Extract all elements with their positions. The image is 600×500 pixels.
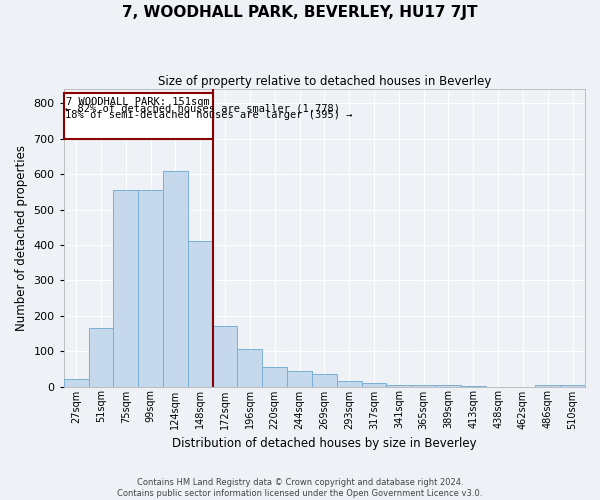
Text: 7, WOODHALL PARK, BEVERLEY, HU17 7JT: 7, WOODHALL PARK, BEVERLEY, HU17 7JT (122, 5, 478, 20)
Bar (188, 242, 212, 386)
Bar (287, 370, 312, 386)
Y-axis label: Number of detached properties: Number of detached properties (15, 145, 28, 331)
Bar (64, 380, 89, 386)
Bar (262, 367, 287, 386)
Text: ← 82% of detached houses are smaller (1,778): ← 82% of detached houses are smaller (1,… (65, 104, 340, 114)
Bar (113, 190, 138, 386)
Bar (89, 328, 113, 386)
Bar (312, 374, 337, 386)
Bar (138, 190, 163, 386)
Text: 18% of semi-detached houses are larger (395) →: 18% of semi-detached houses are larger (… (65, 110, 352, 120)
Bar (238, 350, 262, 387)
Title: Size of property relative to detached houses in Beverley: Size of property relative to detached ho… (158, 75, 491, 88)
Bar (560, 384, 585, 386)
Text: 7 WOODHALL PARK: 151sqm: 7 WOODHALL PARK: 151sqm (67, 97, 210, 107)
Bar (411, 384, 436, 386)
FancyBboxPatch shape (64, 92, 212, 138)
Bar (362, 383, 386, 386)
Text: Contains HM Land Registry data © Crown copyright and database right 2024.
Contai: Contains HM Land Registry data © Crown c… (118, 478, 482, 498)
X-axis label: Distribution of detached houses by size in Beverley: Distribution of detached houses by size … (172, 437, 476, 450)
Bar (535, 384, 560, 386)
Bar (337, 381, 362, 386)
Bar (212, 326, 238, 386)
Bar (163, 170, 188, 386)
Bar (386, 384, 411, 386)
